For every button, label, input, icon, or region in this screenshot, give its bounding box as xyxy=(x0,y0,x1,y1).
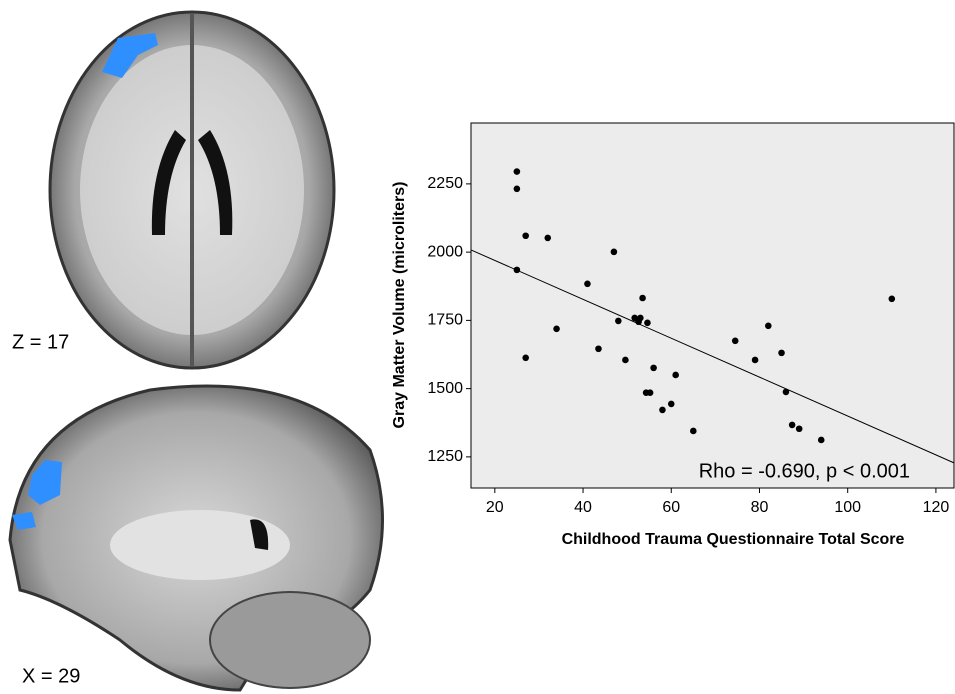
x-tick-label: 60 xyxy=(662,499,680,516)
y-tick-label: 1250 xyxy=(427,448,463,465)
plot-background xyxy=(471,123,954,488)
annotation: Rho = -0.690, p < 0.001 xyxy=(699,460,910,482)
image-label: X = 29 xyxy=(22,665,80,687)
data-point xyxy=(818,437,825,444)
y-tick-label: 2000 xyxy=(427,243,463,260)
data-point xyxy=(514,267,521,274)
scatter-plot: 20 40 60 80 100 120 1250 1500 1750 2000 2250 Childh… xyxy=(391,123,954,548)
data-point xyxy=(650,365,657,372)
x-axis-label: Childhood Trauma Questionnaire Total Sco… xyxy=(562,531,905,548)
data-point xyxy=(595,345,602,352)
data-point xyxy=(522,354,529,361)
sagittal-brain xyxy=(10,386,383,690)
data-point xyxy=(644,320,651,327)
data-point xyxy=(544,235,551,242)
image-label: Z = 17 xyxy=(12,331,69,353)
data-point xyxy=(522,232,529,239)
data-point xyxy=(514,168,521,175)
data-point xyxy=(752,357,759,364)
x-tick-label: 20 xyxy=(486,499,504,516)
y-tick-label: 1500 xyxy=(427,380,463,397)
data-point xyxy=(690,428,697,435)
data-point xyxy=(668,401,675,408)
data-point xyxy=(789,422,796,429)
data-point xyxy=(635,318,642,325)
x-tick-label: 40 xyxy=(574,499,592,516)
x-tick-label: 80 xyxy=(751,499,769,516)
data-point xyxy=(611,249,618,256)
data-point xyxy=(622,357,629,364)
y-tick-label: 1750 xyxy=(427,312,463,329)
data-point xyxy=(778,350,785,357)
data-point xyxy=(672,372,679,379)
figure: Z = 17 X = 29 20 40 60 80 100 120 1250 1500 1750… xyxy=(0,0,955,694)
y-axis-label: Gray Matter Volume (microliters) xyxy=(391,182,408,429)
data-point xyxy=(553,326,560,333)
data-point xyxy=(732,338,739,345)
x-tick-label: 120 xyxy=(923,499,950,516)
data-point xyxy=(639,295,646,302)
y-tick-label: 2250 xyxy=(427,175,463,192)
data-point xyxy=(647,389,654,396)
axial-brain xyxy=(50,12,334,368)
data-point xyxy=(514,185,521,192)
data-point xyxy=(615,318,622,325)
x-tick-label: 100 xyxy=(834,499,861,516)
data-point xyxy=(783,389,790,396)
data-point xyxy=(584,280,591,287)
data-point xyxy=(889,296,896,303)
data-point xyxy=(659,407,666,414)
data-point xyxy=(796,425,803,432)
data-point xyxy=(765,323,772,330)
